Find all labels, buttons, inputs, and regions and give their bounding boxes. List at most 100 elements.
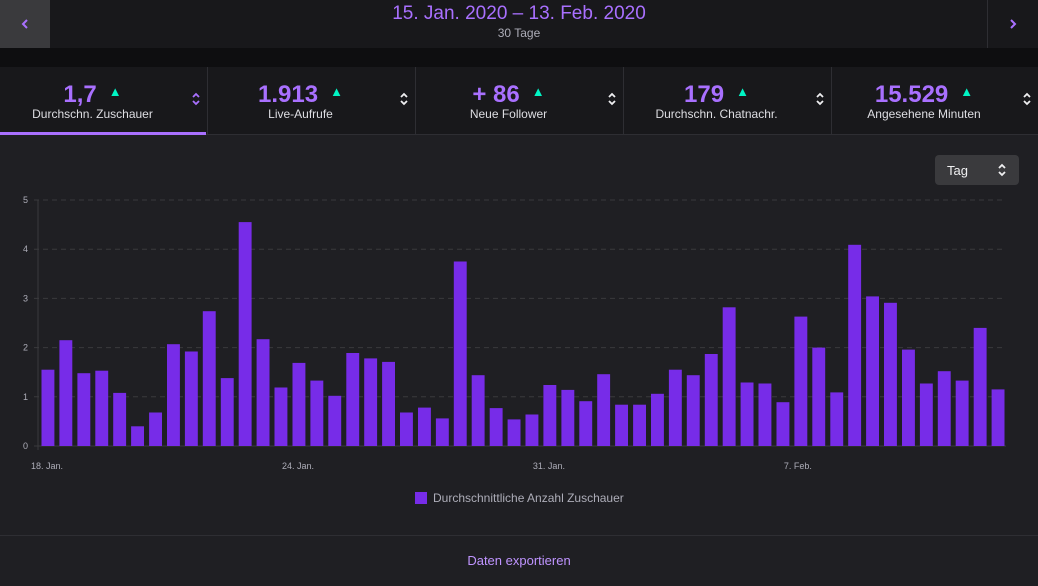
chart-bar[interactable] [184,351,198,447]
chart-bar[interactable] [59,340,73,446]
chart-bar[interactable] [543,385,557,446]
stat-tab-live-views[interactable]: 1.913 ▲ Live-Aufrufe [208,67,416,134]
sort-icon[interactable] [1022,91,1032,107]
y-tick-label: 1 [23,392,28,402]
chart-bar[interactable] [794,316,808,446]
legend-label: Durchschnittliche Anzahl Zuschauer [433,491,624,505]
trend-up-icon: ▲ [330,84,343,99]
chart-bar[interactable] [668,369,682,446]
chart-bar[interactable] [991,389,1005,446]
sort-icon[interactable] [399,91,409,107]
sort-icon[interactable] [607,91,617,107]
y-tick-label: 4 [23,244,28,254]
chart-bar[interactable] [202,311,216,446]
chart-bar[interactable] [256,339,270,446]
chart-bar[interactable] [364,358,378,446]
y-tick-label: 3 [23,293,28,303]
separator [0,49,1038,67]
chart-bar[interactable] [382,361,395,446]
trend-up-icon: ▲ [960,84,974,99]
chart-bar[interactable] [489,408,503,446]
chart-bar[interactable] [131,426,144,446]
x-tick-label: 7. Feb. [784,461,812,471]
chart-bar[interactable] [615,404,628,446]
export-data-link[interactable]: Daten exportieren [467,553,571,568]
chart-bars [41,222,1005,447]
stats-tabs: 1,7 ▲ Durchschn. Zuschauer 1.913 ▲ Live-Au… [0,67,1038,135]
stat-label: Neue Follower [469,107,548,121]
avg-viewers-bar-chart: 0 1 2 3 4 5 18. Jan. 24. Jan. 31. Jan. 7. Feb. D… [23,195,1006,505]
chart-bar[interactable] [848,244,862,446]
chart-bar[interactable] [41,369,55,446]
chart-bar[interactable] [686,375,700,446]
next-period-button[interactable] [987,0,1038,48]
days-count-label: 30 Tage [497,26,541,40]
x-axis-ticks: 18. Jan. 24. Jan. 31. Jan. 7. Feb. [31,461,812,471]
chart-bar[interactable] [973,327,987,446]
chart-bar[interactable] [292,362,306,446]
stat-label: Live-Aufrufe [268,107,333,121]
chart-bar[interactable] [507,419,521,446]
stat-tab-avg-chat-messages[interactable]: 179 ▲ Durchschn. Chatnachr. [624,67,832,134]
chevron-right-icon [1010,19,1017,29]
chart-bar[interactable] [274,387,288,447]
chevron-left-icon [21,19,28,29]
sort-icon[interactable] [191,91,201,107]
chart-bar[interactable] [453,261,467,447]
y-axis-ticks: 0 1 2 3 4 5 [23,195,28,451]
chart-bar[interactable] [167,344,180,446]
chart-bar[interactable] [525,414,539,447]
sort-icon[interactable] [815,91,825,107]
x-tick-label: 31. Jan. [533,461,565,471]
chart-bar[interactable] [113,392,127,446]
chart-bar[interactable] [902,349,915,446]
stat-value: 1,7 [63,81,97,108]
trend-up-icon: ▲ [736,84,749,99]
chart-bar[interactable] [435,418,449,446]
chart-bar[interactable] [704,354,718,446]
legend-swatch [415,492,427,504]
chart-bar[interactable] [328,395,342,446]
chart-bar[interactable] [149,412,162,447]
chart-bar[interactable] [579,401,593,446]
chart-bar[interactable] [238,222,252,446]
chart-bar[interactable] [95,370,109,446]
chart-bar[interactable] [597,374,611,446]
chart-bar[interactable] [346,353,360,446]
stat-label: Angesehene Minuten [867,107,981,121]
chart-bar[interactable] [866,296,879,446]
chart-bar[interactable] [651,393,664,446]
period-select[interactable]: Tag [935,155,1019,185]
footer: Daten exportieren [0,535,1038,586]
stat-value: 1.913 [258,81,319,108]
chart-bar[interactable] [884,302,897,446]
chart-bar[interactable] [955,380,969,446]
chart-bar[interactable] [740,382,754,447]
chart-bar[interactable] [758,383,772,447]
trend-up-icon: ▲ [108,84,122,99]
stat-tab-minutes-watched[interactable]: 15.529 ▲ Angesehene Minuten [832,67,1038,134]
chart-bar[interactable] [830,392,844,446]
chart-bar[interactable] [310,380,324,446]
chart-bar[interactable] [400,412,413,447]
chart-bar[interactable] [561,389,575,446]
chart-bar[interactable] [220,378,234,446]
stat-tab-avg-viewers[interactable]: 1,7 ▲ Durchschn. Zuschauer [0,67,208,135]
stat-label: Durchschn. Chatnachr. [655,107,778,121]
date-navigation-bar: 15. Jan. 2020 – 13. Feb. 2020 30 Tage [0,0,1038,49]
previous-period-button[interactable] [0,0,50,48]
chart-bar[interactable] [919,383,933,447]
y-tick-label: 5 [23,195,28,205]
stat-tab-new-followers[interactable]: + 86 ▲ Neue Follower [416,67,624,134]
chart-bar[interactable] [77,373,91,446]
chart-bar[interactable] [776,402,790,446]
chart-bar[interactable] [812,347,826,446]
chart-bar[interactable] [418,407,431,446]
stat-value: + 86 [472,81,520,108]
chart-bar[interactable] [633,404,646,446]
x-tick-label: 18. Jan. [31,461,63,471]
chart-bar[interactable] [471,375,485,446]
chart-bar[interactable] [937,371,951,446]
stat-label: Durchschn. Zuschauer [32,107,153,121]
chart-bar[interactable] [722,307,736,446]
